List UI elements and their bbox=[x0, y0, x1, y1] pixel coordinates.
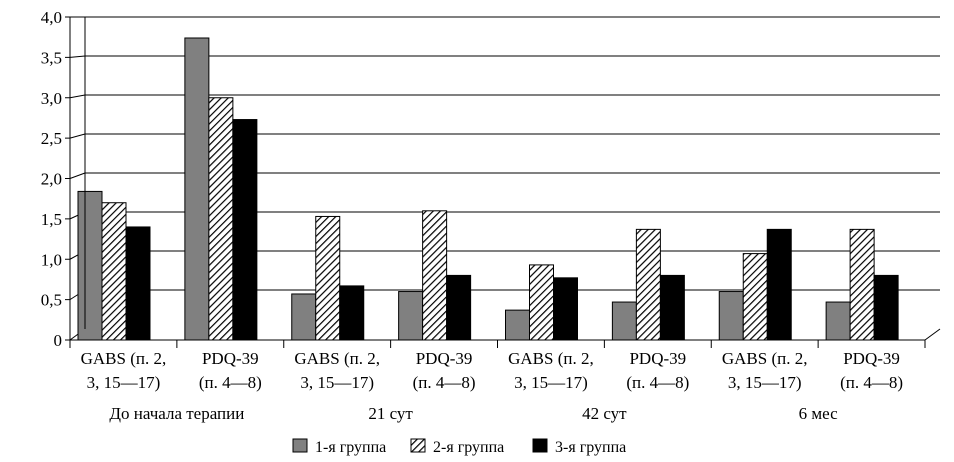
y-tick-label: 4,0 bbox=[41, 8, 62, 27]
bar bbox=[659, 274, 685, 341]
legend-swatch bbox=[292, 438, 308, 453]
bar bbox=[398, 291, 424, 341]
bar bbox=[184, 37, 210, 341]
x-tick-label: PDQ-39 bbox=[629, 349, 686, 368]
bars bbox=[77, 37, 899, 341]
axes bbox=[65, 16, 941, 348]
x-tick-label: GABS (п. 2, bbox=[81, 349, 167, 368]
x-tick-label: PDQ-39 bbox=[843, 349, 900, 368]
bar bbox=[873, 274, 899, 341]
x-tick-label: GABS (п. 2, bbox=[294, 349, 380, 368]
bar bbox=[553, 277, 578, 341]
bar bbox=[742, 253, 768, 341]
y-tick-label: 1,0 bbox=[41, 250, 62, 269]
gridline-side bbox=[69, 55, 86, 58]
legend-label: 1-я группа bbox=[315, 439, 386, 456]
bar bbox=[125, 226, 151, 341]
bar bbox=[635, 228, 661, 341]
floor-edge bbox=[924, 328, 941, 341]
bar bbox=[849, 228, 875, 341]
bar bbox=[718, 291, 744, 341]
bar bbox=[611, 301, 637, 341]
y-tick-label: 0 bbox=[54, 331, 63, 350]
group-label: 6 мес bbox=[799, 404, 838, 423]
bar bbox=[339, 285, 365, 341]
x-tick-label: (п. 4—8) bbox=[199, 373, 262, 392]
bar bbox=[825, 301, 851, 341]
x-tick-label: PDQ-39 bbox=[416, 349, 473, 368]
x-tick-label: 3, 15—17) bbox=[87, 373, 161, 392]
bar bbox=[529, 264, 554, 341]
y-tick-label: 0,5 bbox=[41, 291, 62, 310]
x-tick-label: (п. 4—8) bbox=[840, 373, 903, 392]
bar bbox=[232, 119, 258, 341]
bar bbox=[422, 210, 448, 341]
legend-label: 2-я группа bbox=[433, 439, 504, 456]
y-tick-label: 2,0 bbox=[41, 170, 62, 189]
bar bbox=[766, 228, 792, 341]
bar bbox=[505, 309, 530, 341]
bar bbox=[291, 293, 317, 341]
gridline-side bbox=[69, 133, 86, 139]
gridline-side bbox=[69, 94, 86, 99]
x-tick-label: 3, 15—17) bbox=[300, 373, 374, 392]
x-tick-label: GABS (п. 2, bbox=[508, 349, 594, 368]
legend-swatch bbox=[532, 438, 548, 453]
x-tick-label: GABS (п. 2, bbox=[722, 349, 808, 368]
group-label: До начала терапии bbox=[109, 404, 244, 423]
x-tick-label: (п. 4—8) bbox=[413, 373, 476, 392]
bar bbox=[77, 190, 103, 341]
group-label: 21 сут bbox=[368, 404, 413, 423]
y-tick-label: 3,5 bbox=[41, 48, 62, 67]
group-label: 42 сут bbox=[582, 404, 627, 423]
x-tick-label: PDQ-39 bbox=[202, 349, 259, 368]
labels: 0 0,5 1,0 1,5 2,0 2,5 3,0 3,5 4,0 GABS (п. 2, 3, 1… bbox=[41, 8, 903, 423]
x-tick-label: (п. 4—8) bbox=[626, 373, 689, 392]
x-tick-label: 3, 15—17) bbox=[514, 373, 588, 392]
gridline-side bbox=[69, 172, 86, 179]
legend: 1-я группа 2-я группа 3-я группа bbox=[292, 438, 626, 456]
legend-swatch bbox=[410, 438, 426, 453]
y-tick-label: 2,5 bbox=[41, 129, 62, 148]
x-tick-label: 3, 15—17) bbox=[728, 373, 802, 392]
y-tick-label: 1,5 bbox=[41, 210, 62, 229]
bar bbox=[101, 202, 127, 341]
y-tick-label: 3,0 bbox=[41, 89, 62, 108]
bar bbox=[446, 274, 472, 341]
bar bbox=[315, 215, 341, 341]
bar bbox=[208, 97, 234, 341]
legend-label: 3-я группа bbox=[555, 439, 626, 456]
